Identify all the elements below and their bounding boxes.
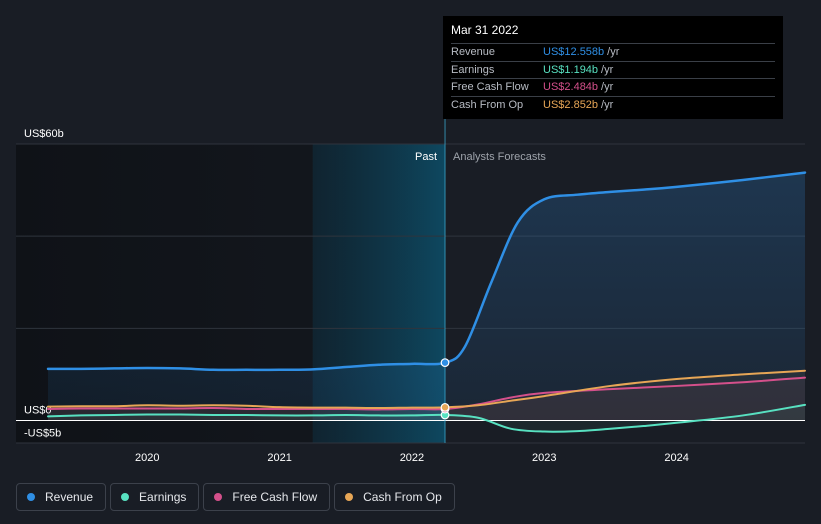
x-tick-label: 2023: [532, 452, 556, 464]
legend-item-cash-from-op[interactable]: Cash From Op: [334, 483, 455, 511]
past-label: Past: [415, 151, 437, 163]
forecast-label: Analysts Forecasts: [453, 151, 546, 163]
tooltip-value: US$2.484b: [543, 81, 598, 93]
tooltip-row-revenue: Revenue US$12.558b /yr: [451, 43, 775, 61]
legend: Revenue Earnings Free Cash Flow Cash Fro…: [16, 483, 455, 511]
tooltip-value: US$2.852b: [543, 99, 598, 111]
legend-dot-icon: [345, 493, 353, 501]
legend-label: Cash From Op: [363, 490, 442, 504]
tooltip-value: US$12.558b: [543, 46, 604, 58]
legend-item-revenue[interactable]: Revenue: [16, 483, 106, 511]
tooltip-row-earnings: Earnings US$1.194b /yr: [451, 61, 775, 79]
legend-item-free-cash-flow[interactable]: Free Cash Flow: [203, 483, 330, 511]
tooltip-label: Earnings: [451, 64, 543, 76]
tooltip-row-free-cash-flow: Free Cash Flow US$2.484b /yr: [451, 78, 775, 96]
tooltip-label: Free Cash Flow: [451, 81, 543, 93]
y-tick-label: US$60b: [24, 128, 64, 140]
legend-label: Free Cash Flow: [232, 490, 317, 504]
hover-tooltip: Mar 31 2022 Revenue US$12.558b /yr Earni…: [443, 16, 783, 119]
x-tick-label: 2022: [400, 452, 424, 464]
x-tick-label: 2020: [135, 452, 159, 464]
tooltip-row-cash-from-op: Cash From Op US$2.852b /yr: [451, 96, 775, 114]
legend-dot-icon: [121, 493, 129, 501]
tooltip-unit: /yr: [601, 64, 613, 76]
legend-dot-icon: [214, 493, 222, 501]
legend-label: Earnings: [139, 490, 186, 504]
tooltip-date: Mar 31 2022: [451, 23, 775, 37]
marker-cash-from-op: [441, 404, 449, 412]
x-tick-label: 2021: [267, 452, 291, 464]
tooltip-unit: /yr: [607, 46, 619, 58]
legend-dot-icon: [27, 493, 35, 501]
tooltip-label: Cash From Op: [451, 99, 543, 111]
tooltip-unit: /yr: [601, 81, 613, 93]
marker-revenue: [441, 359, 449, 367]
y-tick-label: -US$5b: [24, 428, 61, 440]
legend-item-earnings[interactable]: Earnings: [110, 483, 199, 511]
tooltip-label: Revenue: [451, 46, 543, 58]
tooltip-value: US$1.194b: [543, 64, 598, 76]
x-tick-label: 2024: [664, 452, 688, 464]
tooltip-unit: /yr: [601, 99, 613, 111]
legend-label: Revenue: [45, 490, 93, 504]
